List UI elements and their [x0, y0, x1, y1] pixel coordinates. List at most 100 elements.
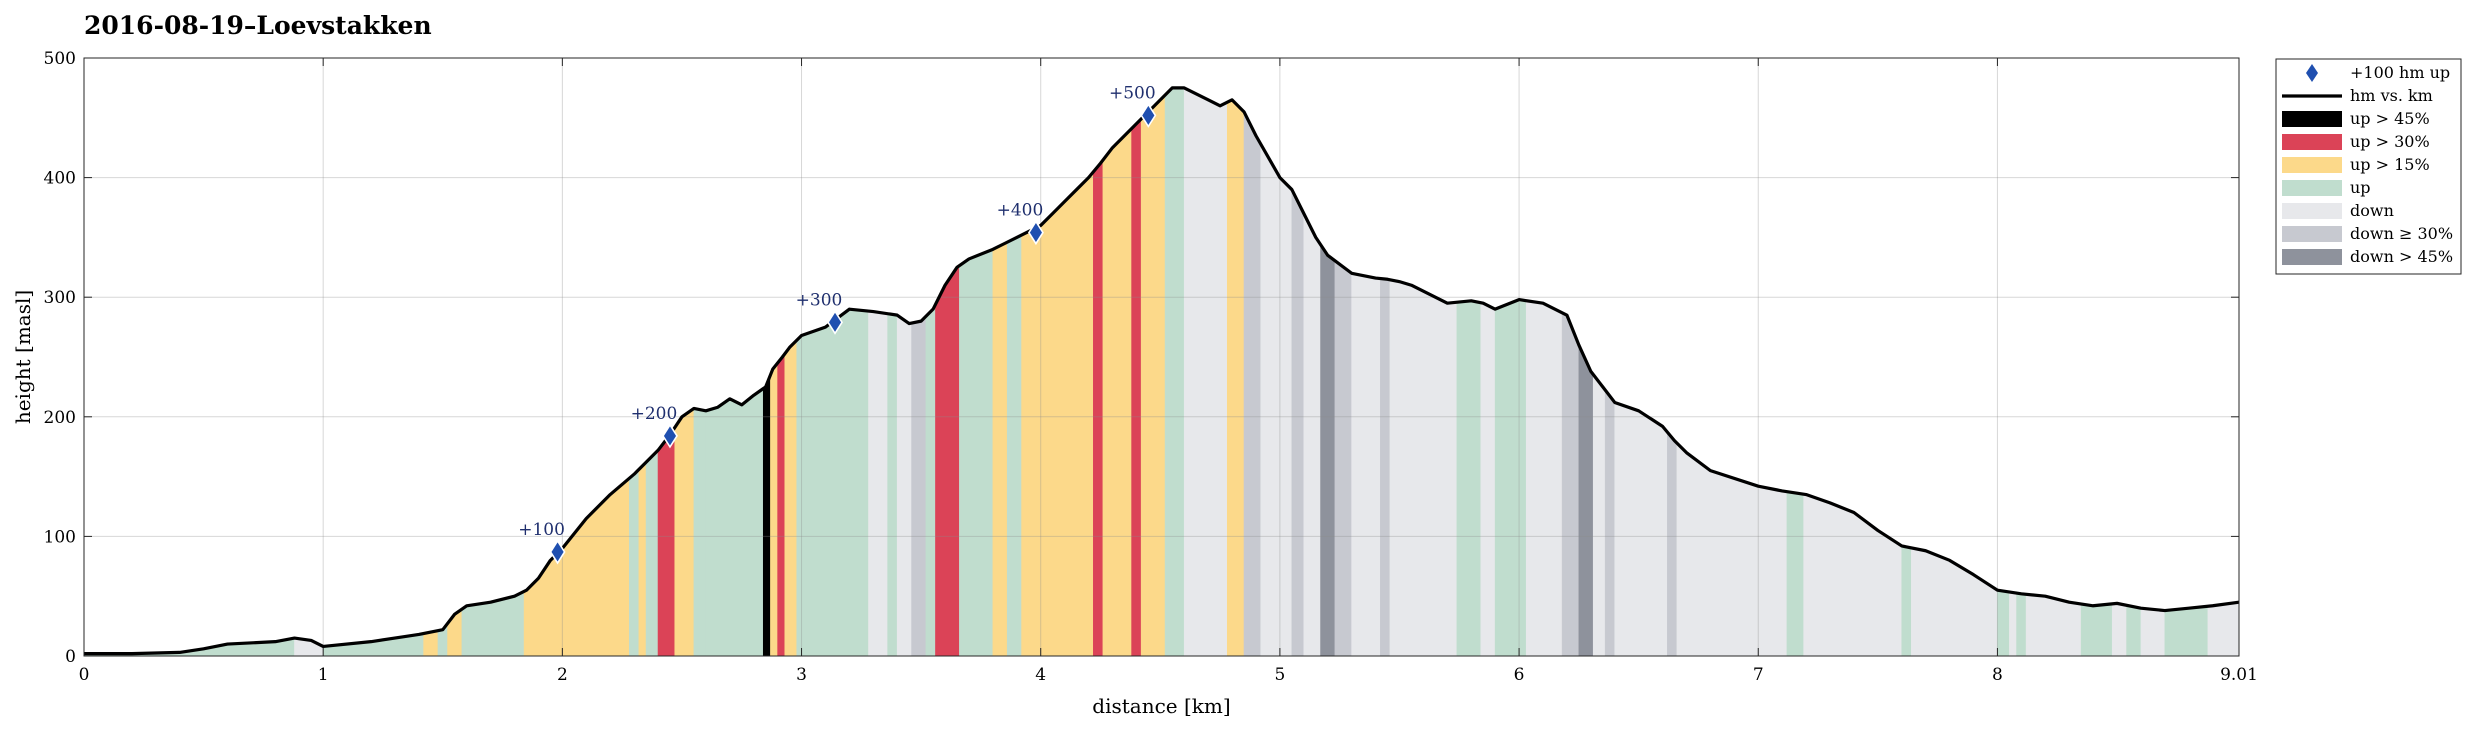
segment-up30 — [777, 352, 786, 657]
segment-down — [2009, 591, 2017, 657]
hm-marker-label: +400 — [997, 201, 1044, 221]
legend-swatch-up15 — [2282, 157, 2342, 173]
legend-swatch-up45 — [2282, 111, 2342, 127]
y-tick-label: 300 — [44, 288, 76, 308]
segment-up — [2126, 604, 2142, 657]
segment-down — [1303, 213, 1321, 657]
legend-label: down ≥ 30% — [2350, 224, 2453, 243]
segment-up — [1997, 589, 2010, 657]
segment-up30 — [1093, 159, 1104, 657]
segment-up15 — [1102, 127, 1132, 657]
segment-down — [1614, 402, 1668, 657]
segment-up — [1901, 545, 1912, 657]
x-tick-label: 2 — [557, 665, 568, 685]
segment-up30 — [657, 426, 676, 657]
x-tick-label: 0 — [79, 665, 90, 685]
segment-down — [1480, 302, 1496, 657]
segment-up — [693, 408, 707, 657]
x-tick-label: 6 — [1514, 665, 1525, 685]
legend-label: up > 15% — [2350, 155, 2430, 174]
x-tick-label: 5 — [1274, 665, 1285, 685]
segment-up15 — [784, 339, 798, 657]
plot-area: +100 +200 +300 +400 +500 0 1 2 3 4 5 6 7 8 9.01 0 100 2… — [44, 49, 2258, 685]
y-ticks: 0 100 200 300 400 500 — [44, 49, 2239, 667]
segment-down — [1183, 87, 1228, 657]
x-tick-label: 4 — [1035, 665, 1046, 685]
gradient-segments — [83, 87, 2240, 657]
hm-marker-label: +200 — [631, 404, 678, 424]
x-tick-label: 9.01 — [2220, 665, 2258, 685]
segment-up — [2164, 605, 2209, 657]
segment-up15 — [1226, 99, 1245, 657]
segment-up15 — [770, 362, 778, 657]
segment-up — [1786, 491, 1804, 657]
segment-up15 — [638, 461, 647, 657]
segment-down — [1525, 300, 1563, 657]
x-tick-label: 8 — [1992, 665, 2003, 685]
segment-up — [2016, 592, 2027, 657]
y-tick-label: 0 — [65, 647, 76, 667]
segment-down — [2111, 603, 2127, 657]
segment-up — [2080, 603, 2113, 657]
segment-up — [925, 304, 936, 657]
legend-label: +100 hm up — [2350, 63, 2450, 82]
legend: +100 hm up hm vs. km up > 45% up > 30% up > … — [2275, 58, 2462, 275]
segment-up — [645, 449, 659, 657]
segment-up — [705, 398, 731, 657]
segment-down — [2207, 601, 2240, 657]
segment-down — [2140, 607, 2166, 657]
segment-down30 — [1291, 189, 1305, 657]
segment-up — [1164, 87, 1185, 657]
segment-down30 — [1243, 111, 1262, 657]
hm-marker-label: +300 — [796, 290, 843, 310]
hm-marker — [827, 309, 843, 335]
y-tick-label: 500 — [44, 49, 76, 69]
segment-down30 — [1334, 260, 1352, 657]
legend-label: up — [2350, 178, 2371, 197]
segment-up — [748, 387, 764, 657]
y-axis-label: height [masl] — [11, 290, 35, 424]
segment-down — [896, 314, 912, 657]
x-tick-label: 3 — [796, 665, 807, 685]
y-tick-label: 200 — [44, 408, 76, 428]
segment-up — [959, 248, 994, 657]
segment-up15 — [674, 407, 695, 657]
hm-marker — [1140, 102, 1157, 128]
legend-swatch-down30 — [2282, 226, 2342, 242]
y-tick-label: 400 — [44, 169, 76, 189]
legend-swatch-down45 — [2282, 249, 2342, 265]
segment-down — [1260, 142, 1293, 657]
segment-down30 — [1604, 389, 1616, 657]
legend-label: down > 45% — [2350, 247, 2453, 266]
x-ticks: 0 1 2 3 4 5 6 7 8 9.01 — [79, 58, 2258, 685]
segment-up30 — [1131, 118, 1142, 657]
hm-marker — [662, 423, 678, 449]
plot-frame — [83, 57, 2240, 657]
segment-up — [1456, 300, 1482, 657]
segment-down30 — [911, 315, 927, 657]
segment-up — [629, 468, 640, 657]
x-tick-label: 7 — [1753, 665, 1764, 685]
segment-down — [1351, 272, 1381, 657]
hm-marker-label: +100 — [518, 520, 565, 540]
segment-up — [887, 313, 898, 657]
segment-up — [1494, 299, 1527, 657]
x-tick-label: 1 — [318, 665, 329, 685]
segment-up — [729, 398, 750, 657]
chart-title: 2016-08-19–Loevstakken — [84, 11, 432, 40]
segment-down45 — [1578, 344, 1594, 657]
hm-marker — [549, 539, 566, 565]
segment-down30 — [1380, 278, 1391, 657]
segment-down30 — [1667, 431, 1678, 657]
x-axis-label: distance [km] — [1092, 694, 1230, 718]
profile-line — [84, 86, 2240, 656]
segment-up — [796, 308, 869, 657]
legend-label: hm vs. km — [2350, 86, 2433, 105]
segment-up15 — [1021, 171, 1094, 657]
hm-marker — [1027, 220, 1044, 246]
segment-down30 — [1561, 312, 1580, 657]
segment-down — [868, 310, 888, 657]
segment-down45 — [1320, 243, 1336, 657]
segment-up15 — [992, 241, 1008, 657]
